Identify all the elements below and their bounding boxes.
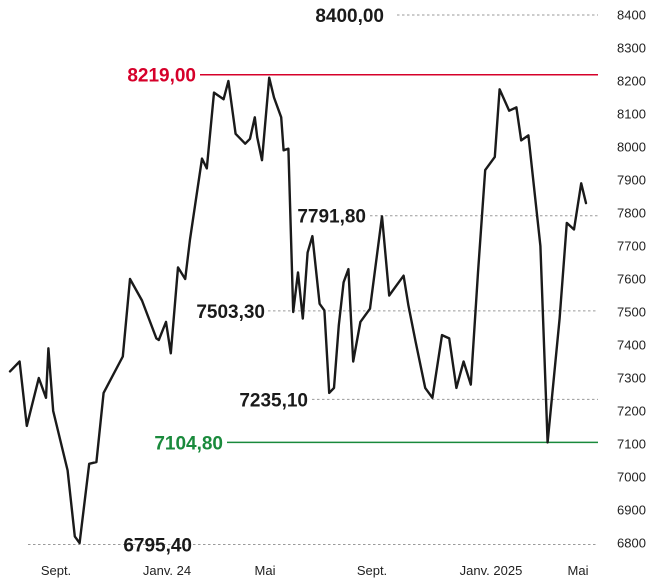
- y-tick-label: 7400: [617, 338, 646, 353]
- y-tick-label: 6800: [617, 536, 646, 551]
- y-tick-label: 7700: [617, 239, 646, 254]
- level-label: 8400,00: [315, 6, 384, 27]
- level-label: 7235,10: [239, 390, 308, 411]
- y-tick-label: 8300: [617, 41, 646, 56]
- y-axis-ticks: 6800 6900 7000 7100 7200 7300 7400 7500 7600 7700…: [617, 8, 646, 551]
- y-tick-label: 7600: [617, 272, 646, 287]
- x-tick-label: Janv. 2025: [460, 563, 523, 578]
- y-tick-label: 7900: [617, 173, 646, 188]
- y-tick-label: 8400: [617, 8, 646, 23]
- x-tick-label: Sept.: [357, 563, 387, 578]
- y-tick-label: 7100: [617, 437, 646, 452]
- annotation-lines: [28, 14, 598, 546]
- y-tick-label: 7000: [617, 470, 646, 485]
- y-tick-label: 8200: [617, 74, 646, 89]
- level-label: 7503,30: [196, 302, 265, 323]
- y-tick-label: 6900: [617, 503, 646, 518]
- level-label: 6795,40: [123, 536, 192, 557]
- price-line: [8, 76, 588, 545]
- annotation-labels: 8400,00 8219,00 7791,80 7503,30 7235,10 7104,…: [123, 6, 384, 557]
- x-tick-label: Sept.: [41, 563, 71, 578]
- y-tick-label: 8000: [617, 140, 646, 155]
- level-label: 7791,80: [297, 207, 366, 228]
- x-tick-label: Mai: [568, 563, 589, 578]
- y-tick-label: 7800: [617, 206, 646, 221]
- y-tick-label: 7300: [617, 371, 646, 386]
- x-tick-label: Mai: [255, 563, 276, 578]
- x-tick-label: Janv. 24: [143, 563, 191, 578]
- level-label: 7104,80: [154, 433, 223, 454]
- y-tick-label: 8100: [617, 107, 646, 122]
- y-tick-label: 7500: [617, 305, 646, 320]
- x-axis-ticks: Sept. Janv. 24 Mai Sept. Janv. 2025 Mai: [41, 563, 589, 578]
- y-tick-label: 7200: [617, 404, 646, 419]
- level-label: 8219,00: [127, 66, 196, 87]
